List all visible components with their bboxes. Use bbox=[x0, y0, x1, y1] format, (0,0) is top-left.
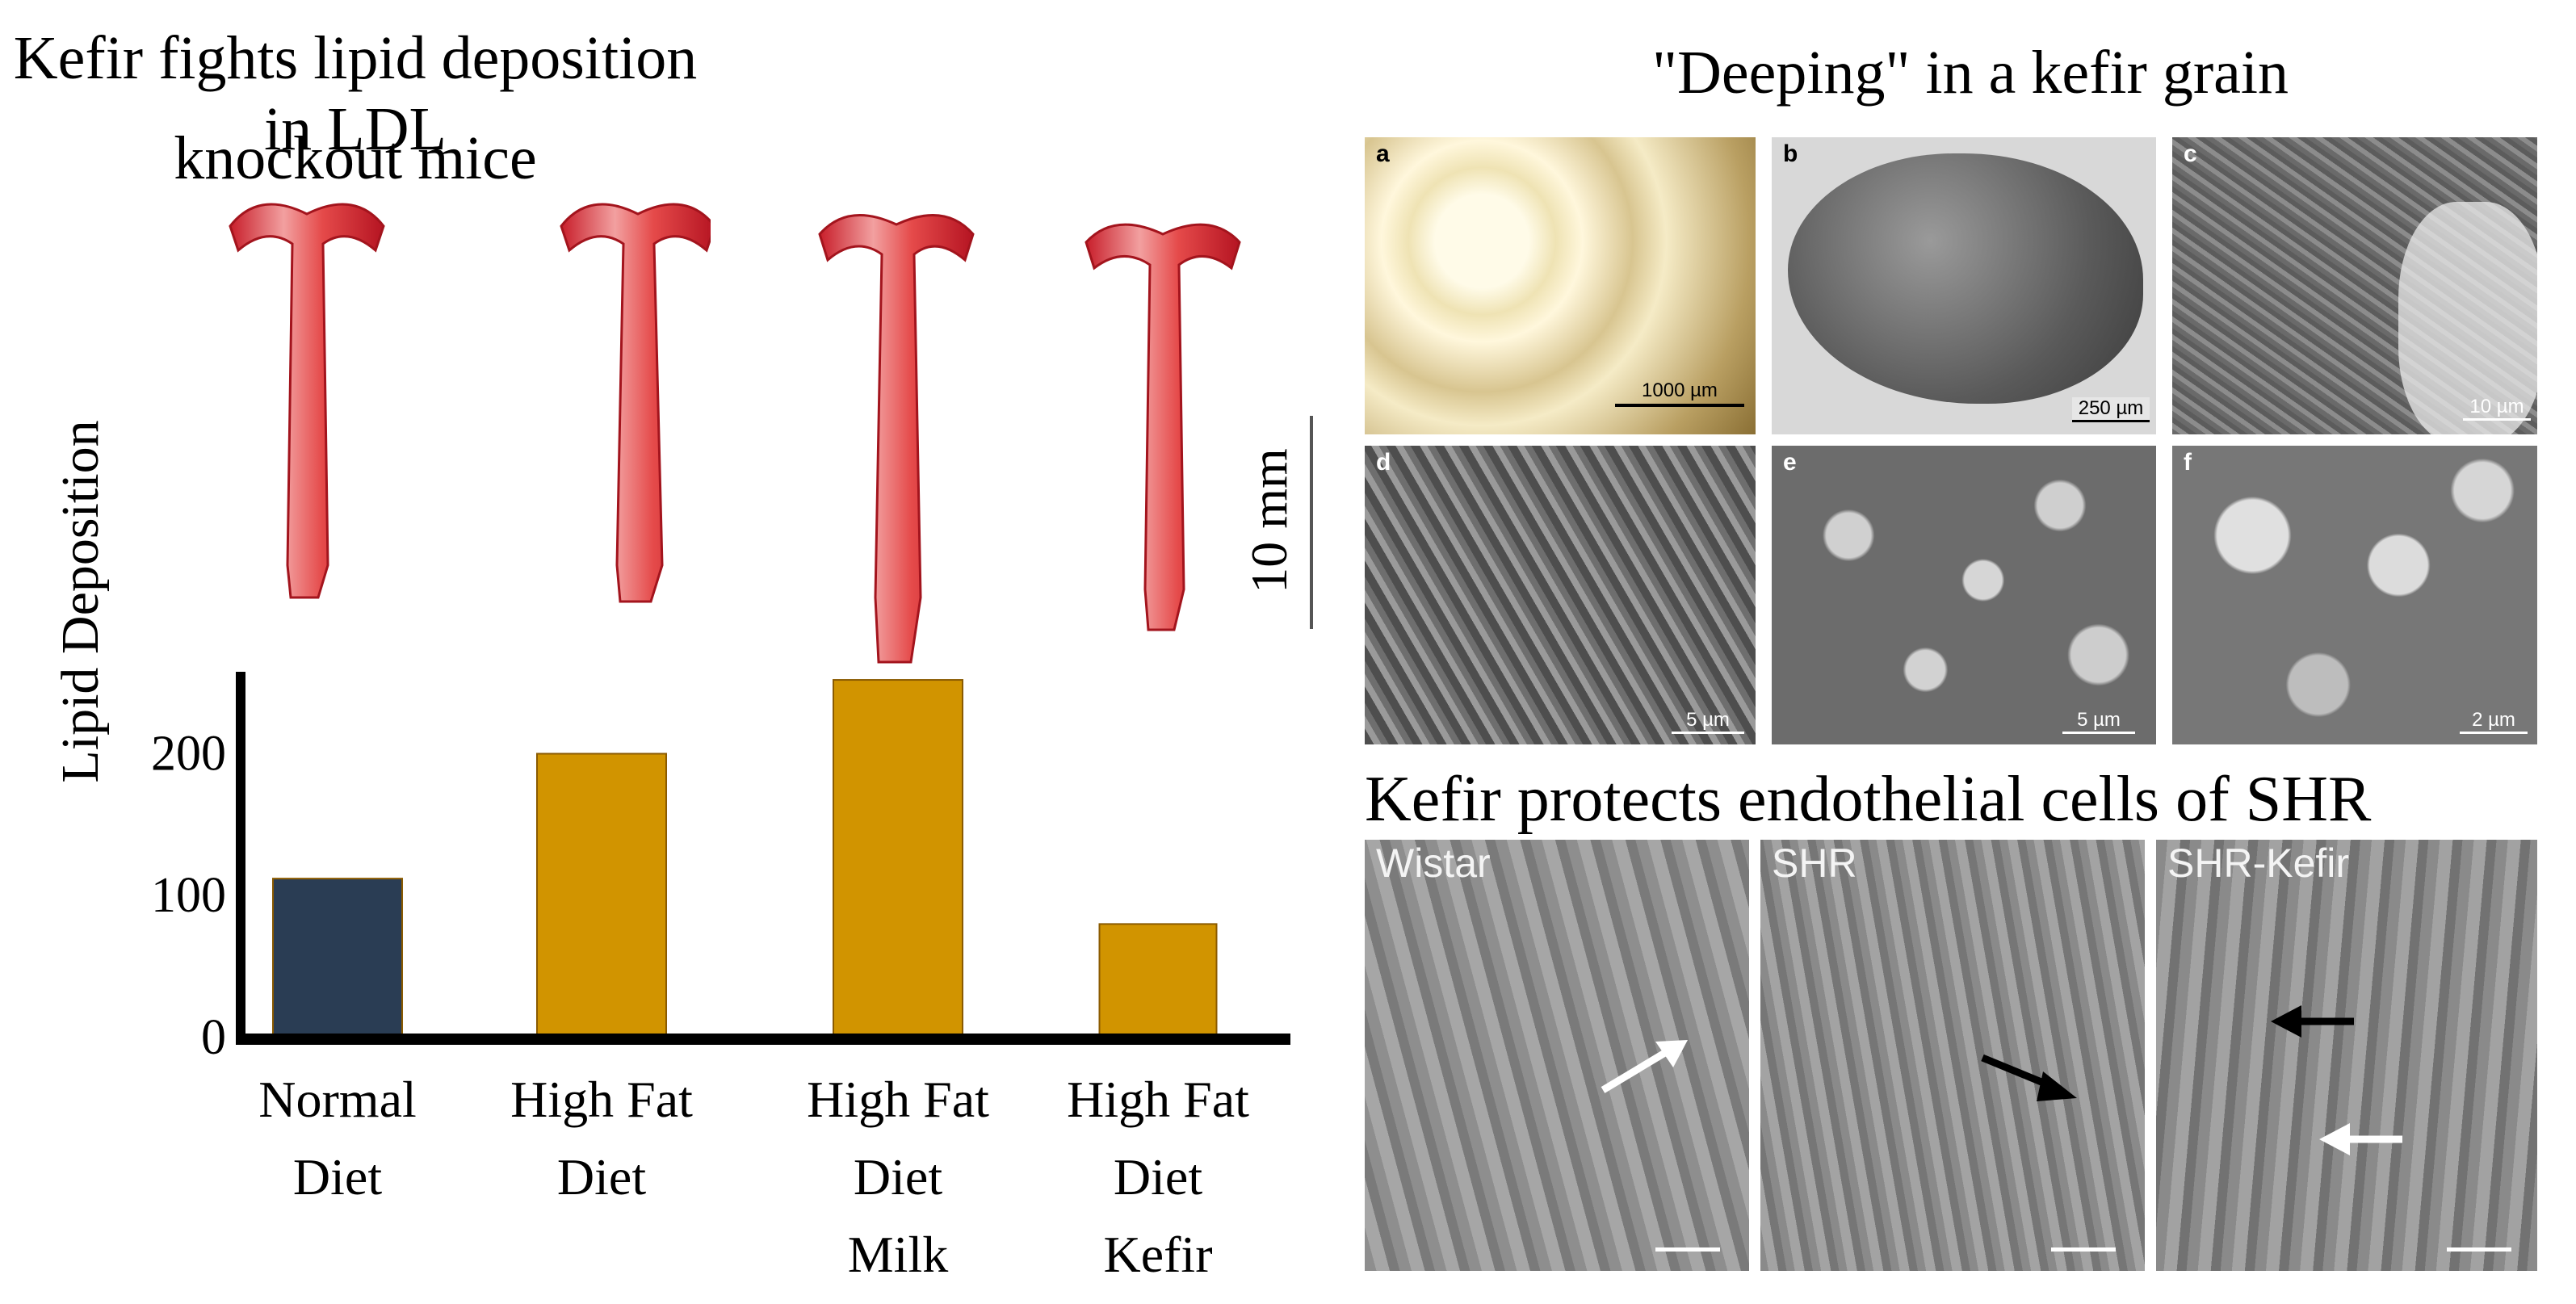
grain-panel-a: a 1000 µm bbox=[1365, 137, 1756, 434]
x-tick-label-2-2: Milk bbox=[848, 1226, 948, 1283]
x-tick-label-1-0: High Fat bbox=[510, 1071, 693, 1128]
left-title-line2: knockout mice bbox=[174, 124, 537, 192]
arrow-black-left-icon bbox=[2271, 1005, 2354, 1038]
grain-panel-e-label: e bbox=[1783, 449, 1797, 476]
grain-panel-c: c 10 µm bbox=[2172, 137, 2537, 434]
arrow-black-icon bbox=[1981, 1054, 2077, 1101]
x-tick-label-0-1: Diet bbox=[293, 1148, 382, 1205]
bar-3 bbox=[1098, 923, 1218, 1038]
grain-panel-b-scale: 250 µm bbox=[2072, 397, 2150, 422]
arrow-white-left-icon bbox=[2319, 1123, 2402, 1155]
grain-panel-d-scale: 5 µm bbox=[1672, 709, 1744, 734]
endo-kefir-scalebar bbox=[2447, 1247, 2511, 1252]
y-tick-label-200: 200 bbox=[151, 726, 226, 781]
endo-panel-wistar-label: Wistar bbox=[1376, 841, 1491, 886]
y-tick-label-0: 0 bbox=[201, 1010, 226, 1065]
arrow-white-icon bbox=[1601, 1040, 1688, 1093]
bar-chart: 0 100 200 Normal Diet High Fat Diet High Fat Die… bbox=[151, 672, 1290, 1283]
x-tick-label-0-0: Normal bbox=[258, 1071, 417, 1128]
aorta-high-fat-kefir bbox=[1085, 223, 1241, 631]
grain-panel-c-label: c bbox=[2184, 140, 2197, 167]
y-tick-label-100: 100 bbox=[151, 868, 226, 923]
x-tick-label-3-1: Diet bbox=[1114, 1148, 1202, 1205]
grain-panel-e-scale: 5 µm bbox=[2062, 709, 2135, 734]
bar-2 bbox=[833, 679, 963, 1039]
x-tick-label-2-0: High Fat bbox=[807, 1071, 989, 1128]
grain-title: "Deeping" in a kefir grain bbox=[1652, 39, 2289, 107]
grain-panel-e: e 5 µm bbox=[1772, 446, 2156, 744]
bar-1 bbox=[536, 753, 667, 1038]
grain-panel-b: b 250 µm bbox=[1772, 137, 2156, 434]
bar-0 bbox=[272, 878, 403, 1038]
x-tick-label-1-1: Diet bbox=[557, 1148, 646, 1205]
endo-panel-shr-label: SHR bbox=[1772, 841, 1857, 886]
grain-panel-a-scale: 1000 µm bbox=[1615, 379, 1744, 407]
grain-panel-c-scale: 10 µm bbox=[2463, 396, 2531, 421]
aorta-normal-diet bbox=[229, 203, 385, 599]
aorta-high-fat-milk bbox=[818, 214, 975, 664]
x-tick-label-2-1: Diet bbox=[854, 1148, 942, 1205]
grain-panel-b-label: b bbox=[1783, 140, 1798, 167]
endo-panel-shr: SHR bbox=[1760, 840, 2145, 1271]
endo-wistar-scalebar bbox=[1655, 1247, 1720, 1252]
grain-panel-f-scale: 2 µm bbox=[2460, 709, 2528, 734]
aorta-images-right bbox=[818, 214, 1241, 664]
grain-panel-a-label: a bbox=[1376, 140, 1390, 167]
grain-panel-d-label: d bbox=[1376, 449, 1391, 476]
grain-panel-d: d 5 µm bbox=[1365, 446, 1756, 744]
grain-panel-f-label: f bbox=[2184, 449, 2192, 476]
endo-title: Kefir protects endothelial cells of SHR bbox=[1365, 764, 2372, 835]
aorta-high-fat-diet bbox=[560, 203, 711, 603]
aorta-images bbox=[229, 203, 711, 603]
endo-shr-scalebar bbox=[2051, 1247, 2116, 1252]
endo-panel-shr-kefir-label: SHR-Kefir bbox=[2167, 841, 2350, 886]
endo-panel-wistar: Wistar bbox=[1365, 840, 1749, 1271]
left-title-line1: Kefir fights lipid deposition in LDL bbox=[13, 24, 698, 163]
scale-bar-line bbox=[1310, 416, 1313, 629]
grain-panel-f: f 2 µm bbox=[2172, 446, 2537, 744]
x-tick-label-3-0: High Fat bbox=[1067, 1071, 1249, 1128]
x-tick-label-3-2: Kefir bbox=[1103, 1226, 1212, 1283]
endo-panel-shr-kefir: SHR-Kefir bbox=[2156, 840, 2537, 1271]
